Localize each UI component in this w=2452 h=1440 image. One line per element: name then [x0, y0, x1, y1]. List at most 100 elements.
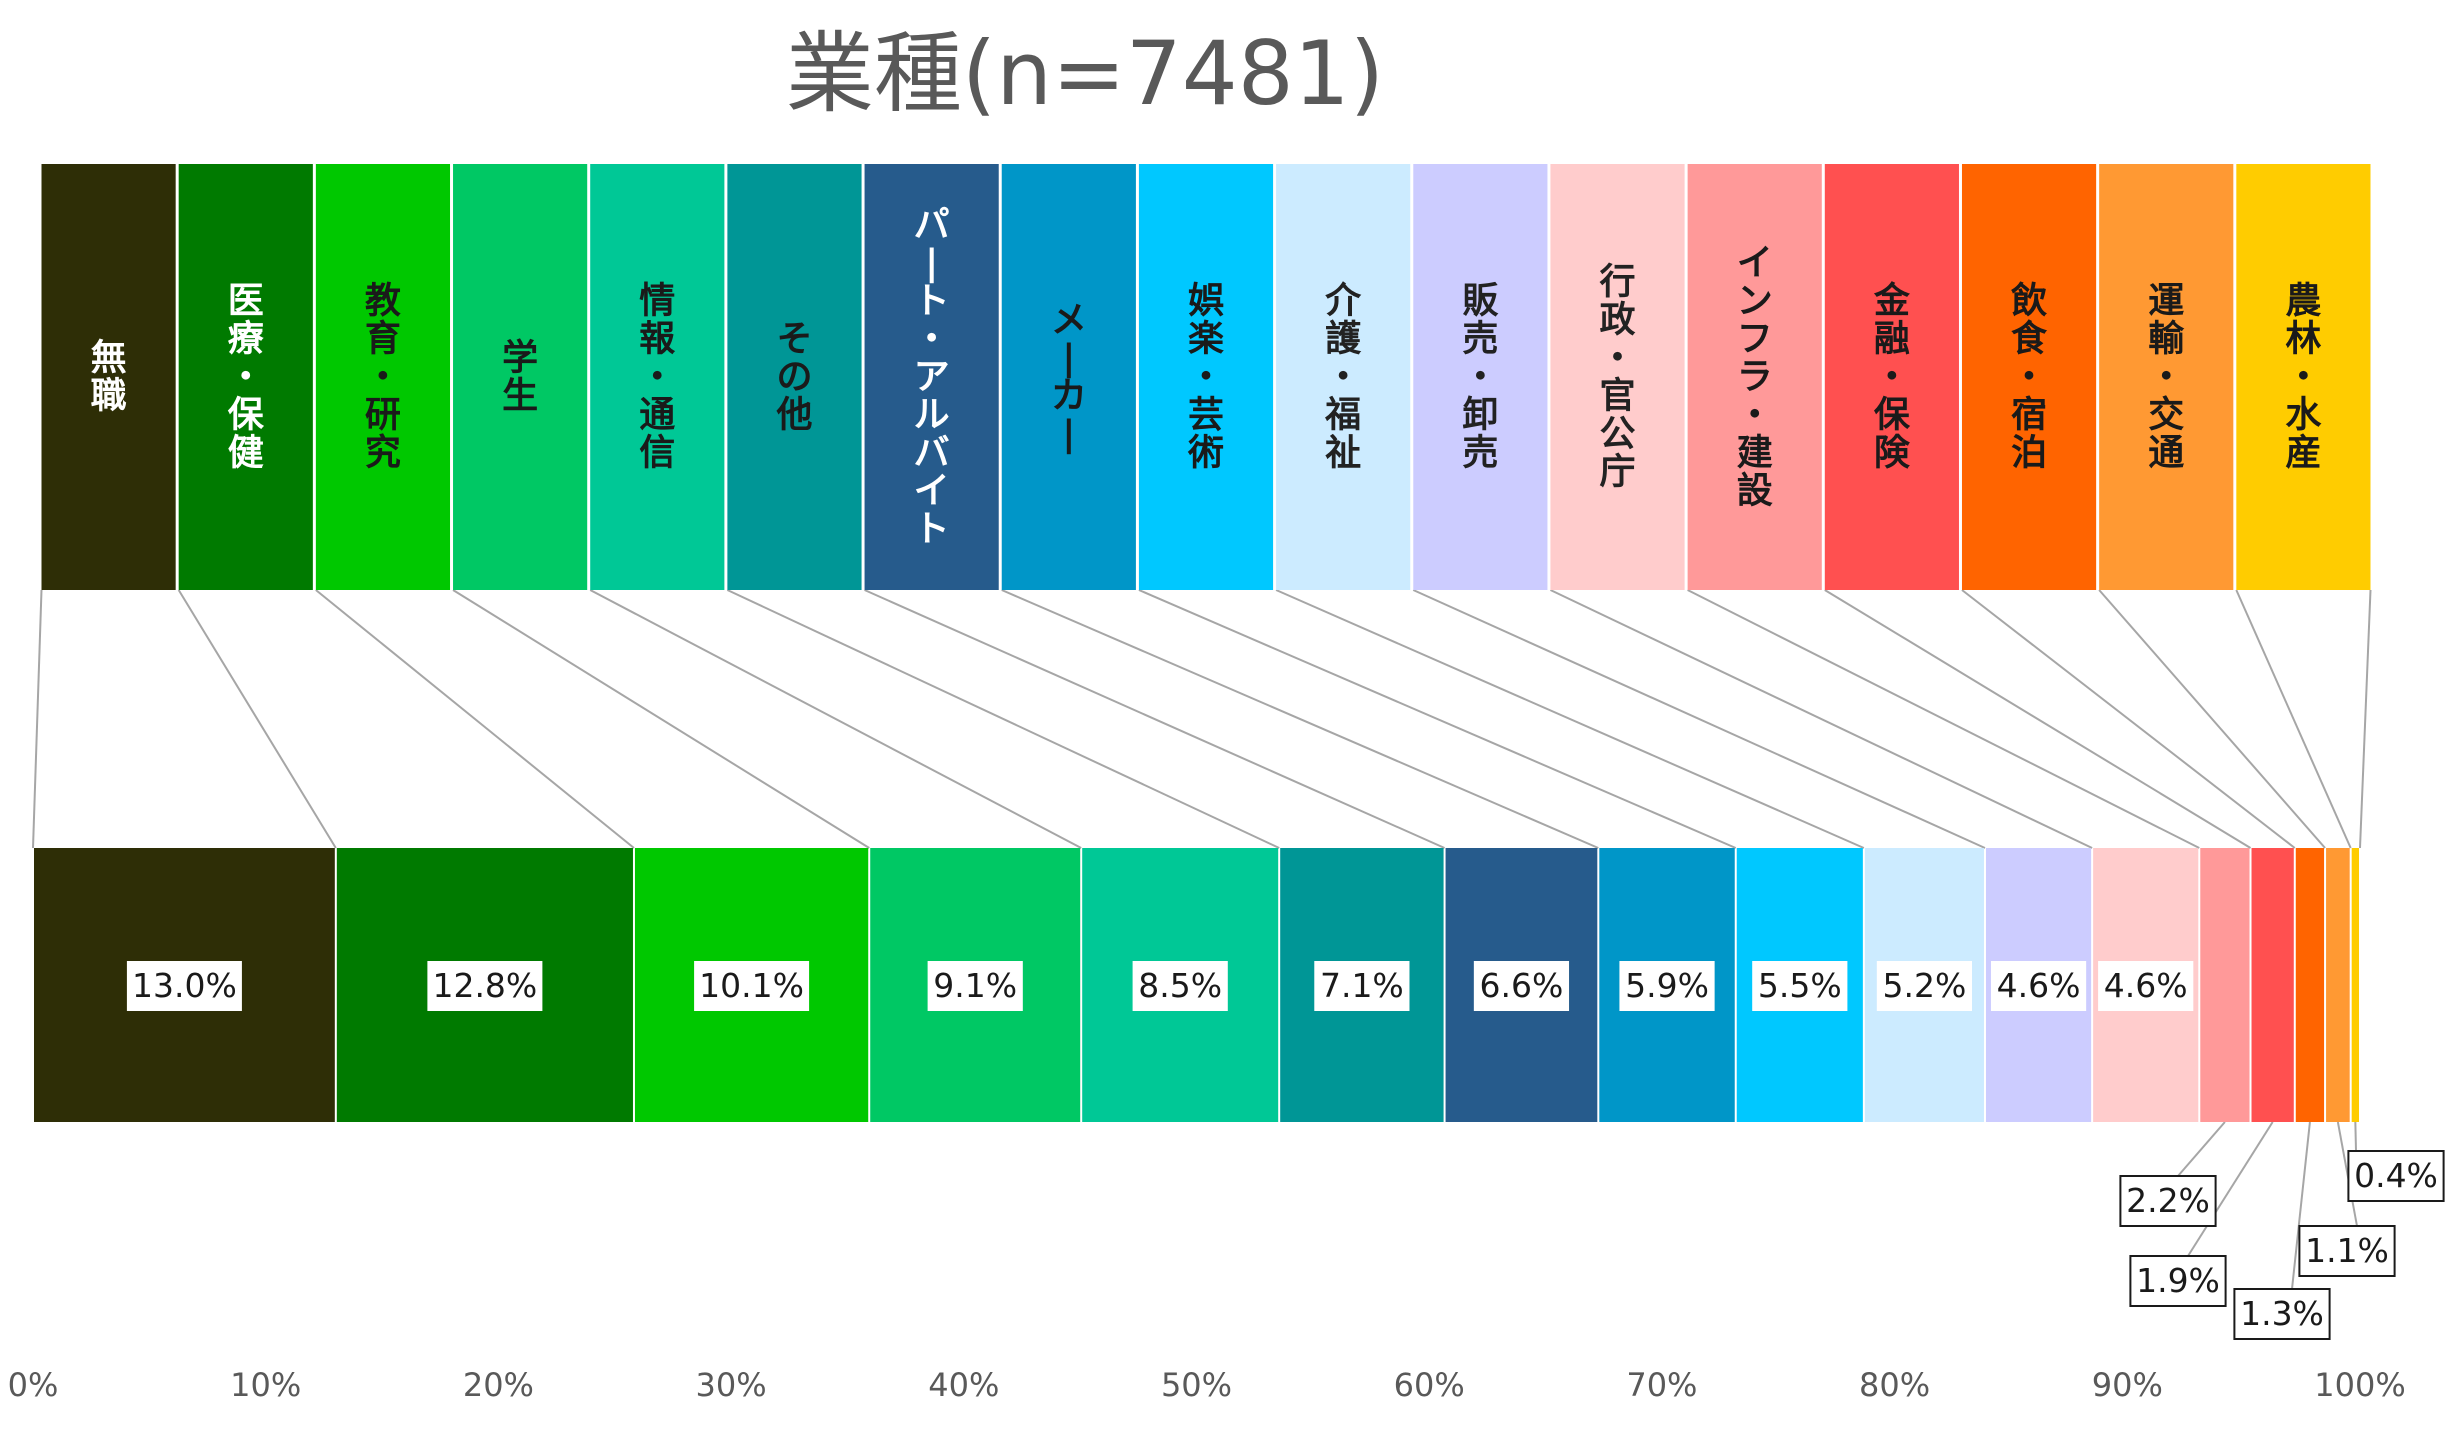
- data-label-text: 5.2%: [1882, 966, 1966, 1005]
- x-tick-label: 100%: [2314, 1366, 2405, 1404]
- legend-label: 学生: [502, 337, 538, 417]
- x-tick-label: 70%: [1626, 1366, 1697, 1404]
- data-label: 1.9%: [2129, 1255, 2227, 1307]
- x-axis-ticks: 0% 10% 20% 30% 40% 50% 60% 70% 80% 90% 100%: [8, 1366, 2406, 1404]
- connector-line: [1275, 589, 1865, 849]
- chart-title: 業種(n=7481): [786, 22, 1384, 125]
- callout-line: [2291, 1121, 2311, 1290]
- connector-line: [452, 589, 870, 849]
- x-tick-label: 60%: [1394, 1366, 1465, 1404]
- bar-segment: [2295, 848, 2325, 1122]
- data-label: 12.8%: [427, 961, 543, 1011]
- data-label-text: 5.9%: [1625, 966, 1709, 1005]
- legend-item: 情報・通信: [590, 164, 725, 590]
- data-label: 0.4%: [2347, 1150, 2445, 1202]
- connector-line: [1687, 589, 2200, 849]
- legend-item: 教育・研究: [315, 164, 451, 590]
- legend-item: 医療・保健: [178, 164, 313, 590]
- legend-label: 飲食・宿泊: [2011, 281, 2048, 474]
- legend-swatch: [41, 164, 176, 590]
- data-label: 4.6%: [1990, 961, 2087, 1011]
- legend-swatch: [1687, 164, 1822, 590]
- connector-line: [726, 589, 1280, 849]
- legend-swatch: [1550, 164, 1685, 590]
- data-label-text: 1.3%: [2240, 1294, 2324, 1333]
- legend-label: 教育・研究: [365, 281, 401, 474]
- legend-label: 医療・保健: [228, 281, 265, 474]
- legend-item: 金融・保険: [1824, 164, 1959, 590]
- legend-item: インフラ・建設: [1687, 164, 1822, 590]
- legend-item: 介護・福祉: [1276, 164, 1411, 590]
- legend-swatch: [1824, 164, 1959, 590]
- connector-line: [864, 589, 1445, 849]
- connector-line: [1001, 589, 1599, 849]
- callout-line: [2354, 1121, 2357, 1152]
- legend-swatch: [315, 164, 451, 590]
- x-tick-label: 20%: [463, 1366, 534, 1404]
- legend-swatch: [2099, 164, 2234, 590]
- data-label-text: 13.0%: [132, 966, 237, 1005]
- connector-line: [1824, 589, 2252, 849]
- legend-swatch: [590, 164, 725, 590]
- bar-segment: [2200, 848, 2250, 1122]
- data-label-text: 1.1%: [2305, 1231, 2389, 1270]
- data-label: 4.6%: [2098, 961, 2194, 1011]
- connector-line: [1550, 589, 2093, 849]
- data-label-text: 9.1%: [933, 966, 1017, 1005]
- data-label: 5.2%: [1876, 961, 1973, 1011]
- legend-label: 農林・水産: [2285, 281, 2322, 474]
- legend-item: メ|カ|: [1001, 164, 1136, 590]
- data-label-text: 0.4%: [2354, 1156, 2438, 1195]
- connector-line: [2098, 589, 2326, 849]
- x-tick-label: 50%: [1161, 1366, 1232, 1404]
- legend-swatch: [864, 164, 999, 590]
- data-label-text: 7.1%: [1320, 966, 1404, 1005]
- legend-item: 無職: [41, 164, 176, 590]
- data-label: 7.1%: [1314, 961, 1410, 1011]
- legend-label: 販売・卸売: [1462, 281, 1499, 474]
- legend-label: パ|ト・アルバイト: [914, 205, 950, 550]
- legend-swatch: [1413, 164, 1548, 590]
- connector-line: [1412, 589, 1986, 849]
- legend-item: 運輸・交通: [2099, 164, 2234, 590]
- x-tick-label: 30%: [696, 1366, 767, 1404]
- bar-segment: [2351, 848, 2359, 1122]
- data-label: 13.0%: [126, 961, 242, 1011]
- legend-label: 娯楽・芸術: [1187, 281, 1224, 474]
- connector-line: [177, 589, 337, 849]
- legend-item: 娯楽・芸術: [1138, 164, 1274, 590]
- callout-line: [2177, 1121, 2226, 1177]
- data-label: 1.1%: [2298, 1225, 2396, 1277]
- legend-label: 運輸・交通: [2148, 281, 2185, 474]
- data-label-text: 4.6%: [1997, 966, 2081, 1005]
- legend-swatch: [2236, 164, 2371, 590]
- bar-segment: [2326, 848, 2350, 1122]
- x-tick-label: 10%: [230, 1366, 301, 1404]
- data-label-text: 8.5%: [1138, 966, 1222, 1005]
- data-label: 5.5%: [1752, 961, 1848, 1011]
- legend-label: 介護・福祉: [1324, 281, 1362, 474]
- x-tick-label: 80%: [1859, 1366, 1930, 1404]
- legend-label: メ|カ|: [1051, 300, 1087, 455]
- legend-swatch: [1001, 164, 1136, 590]
- connector-line: [589, 589, 1082, 849]
- data-label: 8.5%: [1132, 961, 1228, 1011]
- legend-item: 農林・水産: [2236, 164, 2371, 590]
- x-tick-label: 90%: [2092, 1366, 2163, 1404]
- connector-line: [315, 589, 635, 849]
- connector-line: [2359, 589, 2372, 849]
- data-label: 2.2%: [2119, 1175, 2217, 1227]
- connector-line: [1138, 589, 1737, 849]
- data-label: 9.1%: [927, 961, 1023, 1011]
- data-label-text: 6.6%: [1480, 966, 1564, 1005]
- legend-swatch: [453, 164, 588, 590]
- legend-label: 情報・通信: [639, 281, 675, 474]
- data-label-text: 1.9%: [2136, 1261, 2220, 1300]
- data-label: 10.1%: [694, 961, 810, 1011]
- callout-line: [2187, 1121, 2274, 1257]
- x-tick-label: 40%: [928, 1366, 999, 1404]
- data-label: 5.9%: [1619, 961, 1715, 1011]
- data-label-text: 12.8%: [432, 966, 537, 1005]
- legend-item: 販売・卸売: [1413, 164, 1548, 590]
